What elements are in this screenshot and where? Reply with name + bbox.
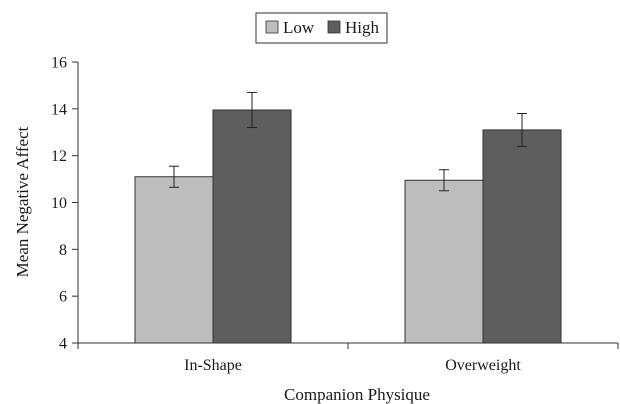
y-tick-label: 4 bbox=[59, 336, 67, 353]
legend-swatch-low bbox=[265, 20, 279, 34]
bar-low-overweight bbox=[404, 179, 484, 344]
x-ticks: In-Shape Overweight bbox=[77, 343, 619, 374]
bars bbox=[134, 109, 562, 344]
y-axis-title: Mean Negative Affect bbox=[13, 126, 32, 277]
bar-low-in-shape bbox=[134, 176, 214, 344]
y-tick-label: 12 bbox=[51, 148, 67, 165]
x-category-label: In-Shape bbox=[184, 357, 242, 374]
legend-swatch-high bbox=[327, 20, 341, 34]
bar-high-overweight bbox=[482, 129, 562, 344]
y-tick-label: 6 bbox=[59, 289, 67, 306]
legend: Low High bbox=[255, 12, 388, 44]
y-tick-label: 10 bbox=[51, 195, 67, 212]
legend-label-low: Low bbox=[283, 18, 315, 37]
y-tick-label: 8 bbox=[59, 242, 67, 259]
y-ticks: 4 6 8 10 12 14 16 bbox=[51, 55, 78, 353]
x-category-label: Overweight bbox=[445, 357, 521, 374]
legend-label-high: High bbox=[345, 18, 380, 37]
bar-high-in-shape bbox=[212, 109, 292, 344]
y-tick-label: 14 bbox=[51, 101, 67, 118]
error-bars bbox=[169, 91, 527, 192]
x-axis-title: Companion Physique bbox=[284, 385, 430, 404]
y-tick-label: 16 bbox=[51, 55, 67, 72]
